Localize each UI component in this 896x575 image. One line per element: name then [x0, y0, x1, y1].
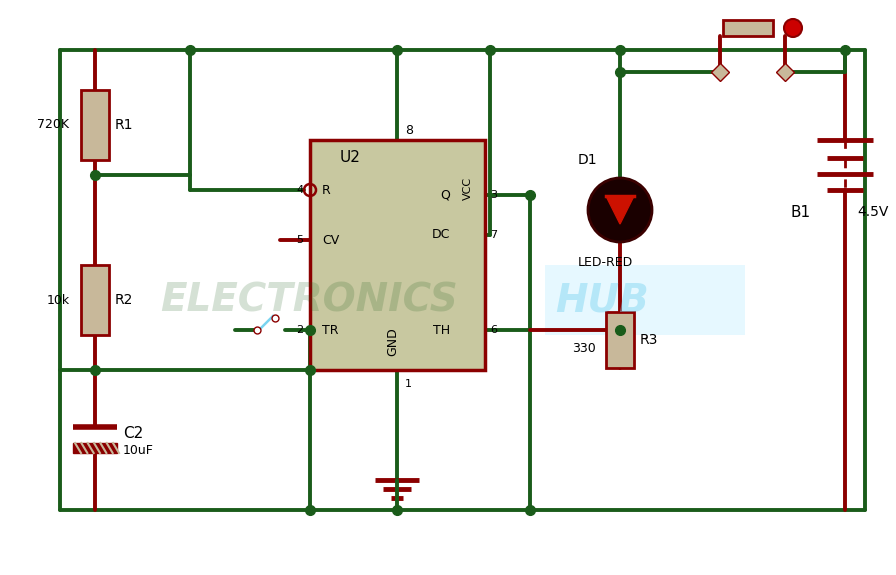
Text: VCC: VCC	[463, 177, 473, 200]
Text: HUB: HUB	[555, 281, 649, 319]
Text: R: R	[322, 183, 331, 197]
Text: 6: 6	[490, 325, 497, 335]
Circle shape	[784, 19, 802, 37]
Text: D1: D1	[578, 153, 598, 167]
Text: 4: 4	[296, 185, 303, 195]
Text: 7: 7	[490, 230, 497, 240]
Bar	[310, 140, 485, 370]
Text: 10k: 10k	[47, 293, 70, 306]
Bar	[81, 265, 109, 335]
Bar	[606, 312, 634, 368]
Text: R2: R2	[115, 293, 134, 307]
Text: GND: GND	[386, 328, 399, 356]
Text: 2: 2	[296, 325, 303, 335]
Text: 1: 1	[405, 379, 412, 389]
Text: C2: C2	[123, 426, 143, 440]
Text: R1: R1	[115, 118, 134, 132]
Bar	[723, 20, 773, 36]
Text: 720K: 720K	[37, 118, 69, 132]
Text: Q: Q	[440, 189, 450, 201]
Text: 3: 3	[490, 190, 497, 200]
Text: B1: B1	[790, 205, 810, 220]
Bar	[545, 265, 745, 335]
Circle shape	[588, 178, 652, 242]
Text: 5: 5	[296, 235, 303, 245]
Text: 10uF: 10uF	[123, 444, 154, 458]
Polygon shape	[606, 196, 634, 224]
Text: 4.5V: 4.5V	[857, 205, 888, 220]
Text: 8: 8	[405, 124, 413, 136]
Text: LED-RED: LED-RED	[578, 255, 633, 269]
Text: TR: TR	[322, 324, 339, 336]
Text: CV: CV	[322, 233, 340, 247]
Text: DC: DC	[432, 228, 450, 242]
Text: TH: TH	[433, 324, 450, 336]
Text: 330: 330	[572, 342, 596, 355]
Bar	[81, 90, 109, 160]
Text: R3: R3	[640, 333, 659, 347]
Text: ELECTRONICS: ELECTRONICS	[160, 281, 458, 319]
Bar	[73, 443, 117, 453]
Text: U2: U2	[340, 151, 361, 166]
